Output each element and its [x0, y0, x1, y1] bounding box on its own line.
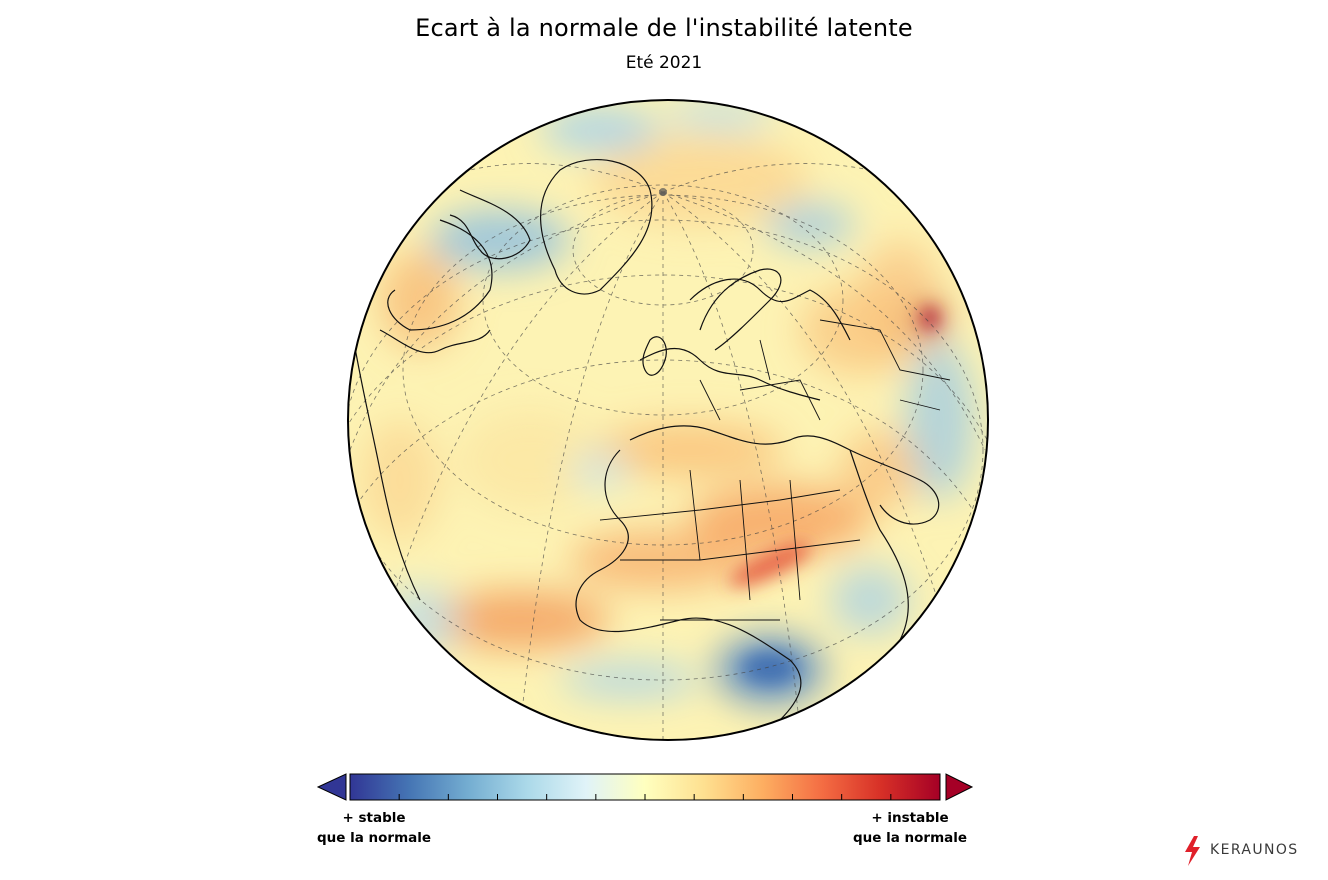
- colorbar: [316, 773, 974, 801]
- map-subtitle: Eté 2021: [625, 53, 703, 73]
- colorbar-right-label: + instable que la normale: [840, 808, 980, 848]
- colorbar-right-label-line1: + instable: [871, 810, 949, 826]
- north-pole-marker: [659, 188, 667, 196]
- colorbar-left-label-line1: + stable: [342, 810, 406, 826]
- colorbar-extend-high: [945, 773, 974, 801]
- globe-outline: [347, 99, 989, 741]
- anomaly-field: [360, 100, 975, 705]
- colorbar-left-label-line2: que la normale: [316, 830, 432, 846]
- colorbar-right-label-line2: que la normale: [852, 830, 968, 846]
- coastlines: [351, 159, 951, 721]
- map-title: Ecart à la normale de l'instabilité late…: [415, 14, 913, 42]
- colorbar-extend-low: [316, 773, 347, 801]
- logo-text: KERAUNOS: [1210, 842, 1299, 858]
- keraunos-logo: [1185, 836, 1200, 866]
- lightning-icon: [1185, 836, 1200, 866]
- colorbar-ticks: [398, 794, 892, 800]
- graticule: [348, 163, 988, 740]
- colorbar-left-label: + stable que la normale: [304, 808, 444, 848]
- anomaly-detail: [728, 307, 938, 684]
